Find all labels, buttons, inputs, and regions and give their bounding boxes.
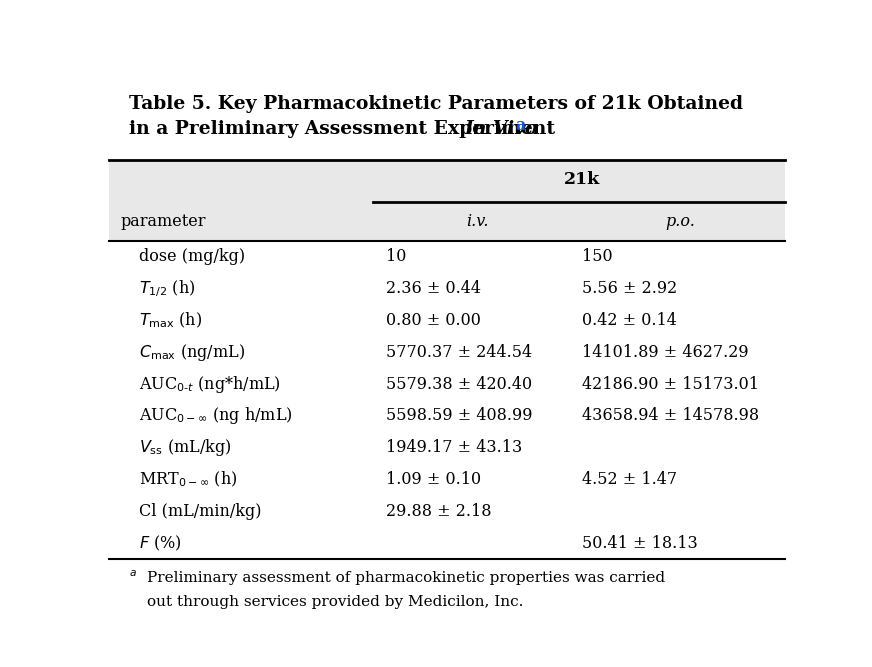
- Text: 2.36 ± 0.44: 2.36 ± 0.44: [386, 280, 481, 297]
- Text: 21k: 21k: [564, 171, 600, 187]
- Text: 43658.94 ± 14578.98: 43658.94 ± 14578.98: [582, 408, 760, 424]
- Text: 0.42 ± 0.14: 0.42 ± 0.14: [582, 312, 677, 329]
- Text: i.v.: i.v.: [466, 213, 488, 229]
- Text: $F$ (%): $F$ (%): [140, 534, 182, 553]
- Text: a: a: [515, 117, 526, 134]
- Text: dose (mg/kg): dose (mg/kg): [140, 248, 246, 265]
- Text: AUC$_{0\text{-}t}$ (ng*h/mL): AUC$_{0\text{-}t}$ (ng*h/mL): [140, 374, 282, 395]
- Text: 10: 10: [386, 248, 406, 265]
- Text: 4.52 ± 1.47: 4.52 ± 1.47: [582, 471, 678, 488]
- Text: 14101.89 ± 4627.29: 14101.89 ± 4627.29: [582, 344, 749, 361]
- Text: 42186.90 ± 15173.01: 42186.90 ± 15173.01: [582, 376, 759, 393]
- Text: MRT$_{0-\infty}$ (h): MRT$_{0-\infty}$ (h): [140, 470, 238, 490]
- Text: 150: 150: [582, 248, 613, 265]
- Text: In Vivo: In Vivo: [465, 120, 538, 138]
- Text: p.o.: p.o.: [665, 213, 695, 229]
- Text: out through services provided by Medicilon, Inc.: out through services provided by Medicil…: [146, 595, 523, 609]
- Text: 5598.59 ± 408.99: 5598.59 ± 408.99: [386, 408, 533, 424]
- Text: Preliminary assessment of pharmacokinetic properties was carried: Preliminary assessment of pharmacokineti…: [146, 570, 665, 584]
- Text: 0.80 ± 0.00: 0.80 ± 0.00: [386, 312, 481, 329]
- Text: Table 5. Key Pharmacokinetic Parameters of 21k Obtained: Table 5. Key Pharmacokinetic Parameters …: [129, 95, 744, 113]
- Text: 5770.37 ± 244.54: 5770.37 ± 244.54: [386, 344, 532, 361]
- Text: $C_{\rm max}$ (ng/mL): $C_{\rm max}$ (ng/mL): [140, 342, 246, 363]
- Text: $T_{\rm max}$ (h): $T_{\rm max}$ (h): [140, 311, 202, 330]
- Text: AUC$_{0-\infty}$ (ng h/mL): AUC$_{0-\infty}$ (ng h/mL): [140, 406, 293, 426]
- Text: parameter: parameter: [120, 213, 206, 229]
- Text: $T_{1/2}$ (h): $T_{1/2}$ (h): [140, 278, 196, 299]
- Text: 29.88 ± 2.18: 29.88 ± 2.18: [386, 503, 492, 520]
- Text: Cl (mL/min/kg): Cl (mL/min/kg): [140, 503, 262, 520]
- Text: 1949.17 ± 43.13: 1949.17 ± 43.13: [386, 440, 522, 456]
- Text: in a Preliminary Assessment Experiment: in a Preliminary Assessment Experiment: [129, 120, 562, 138]
- Text: 5579.38 ± 420.40: 5579.38 ± 420.40: [386, 376, 532, 393]
- Text: 1.09 ± 0.10: 1.09 ± 0.10: [386, 471, 481, 488]
- Text: $^{a}$: $^{a}$: [129, 570, 137, 584]
- Text: 5.56 ± 2.92: 5.56 ± 2.92: [582, 280, 678, 297]
- Text: 50.41 ± 18.13: 50.41 ± 18.13: [582, 535, 698, 552]
- Text: $V_{\rm ss}$ (mL/kg): $V_{\rm ss}$ (mL/kg): [140, 438, 232, 458]
